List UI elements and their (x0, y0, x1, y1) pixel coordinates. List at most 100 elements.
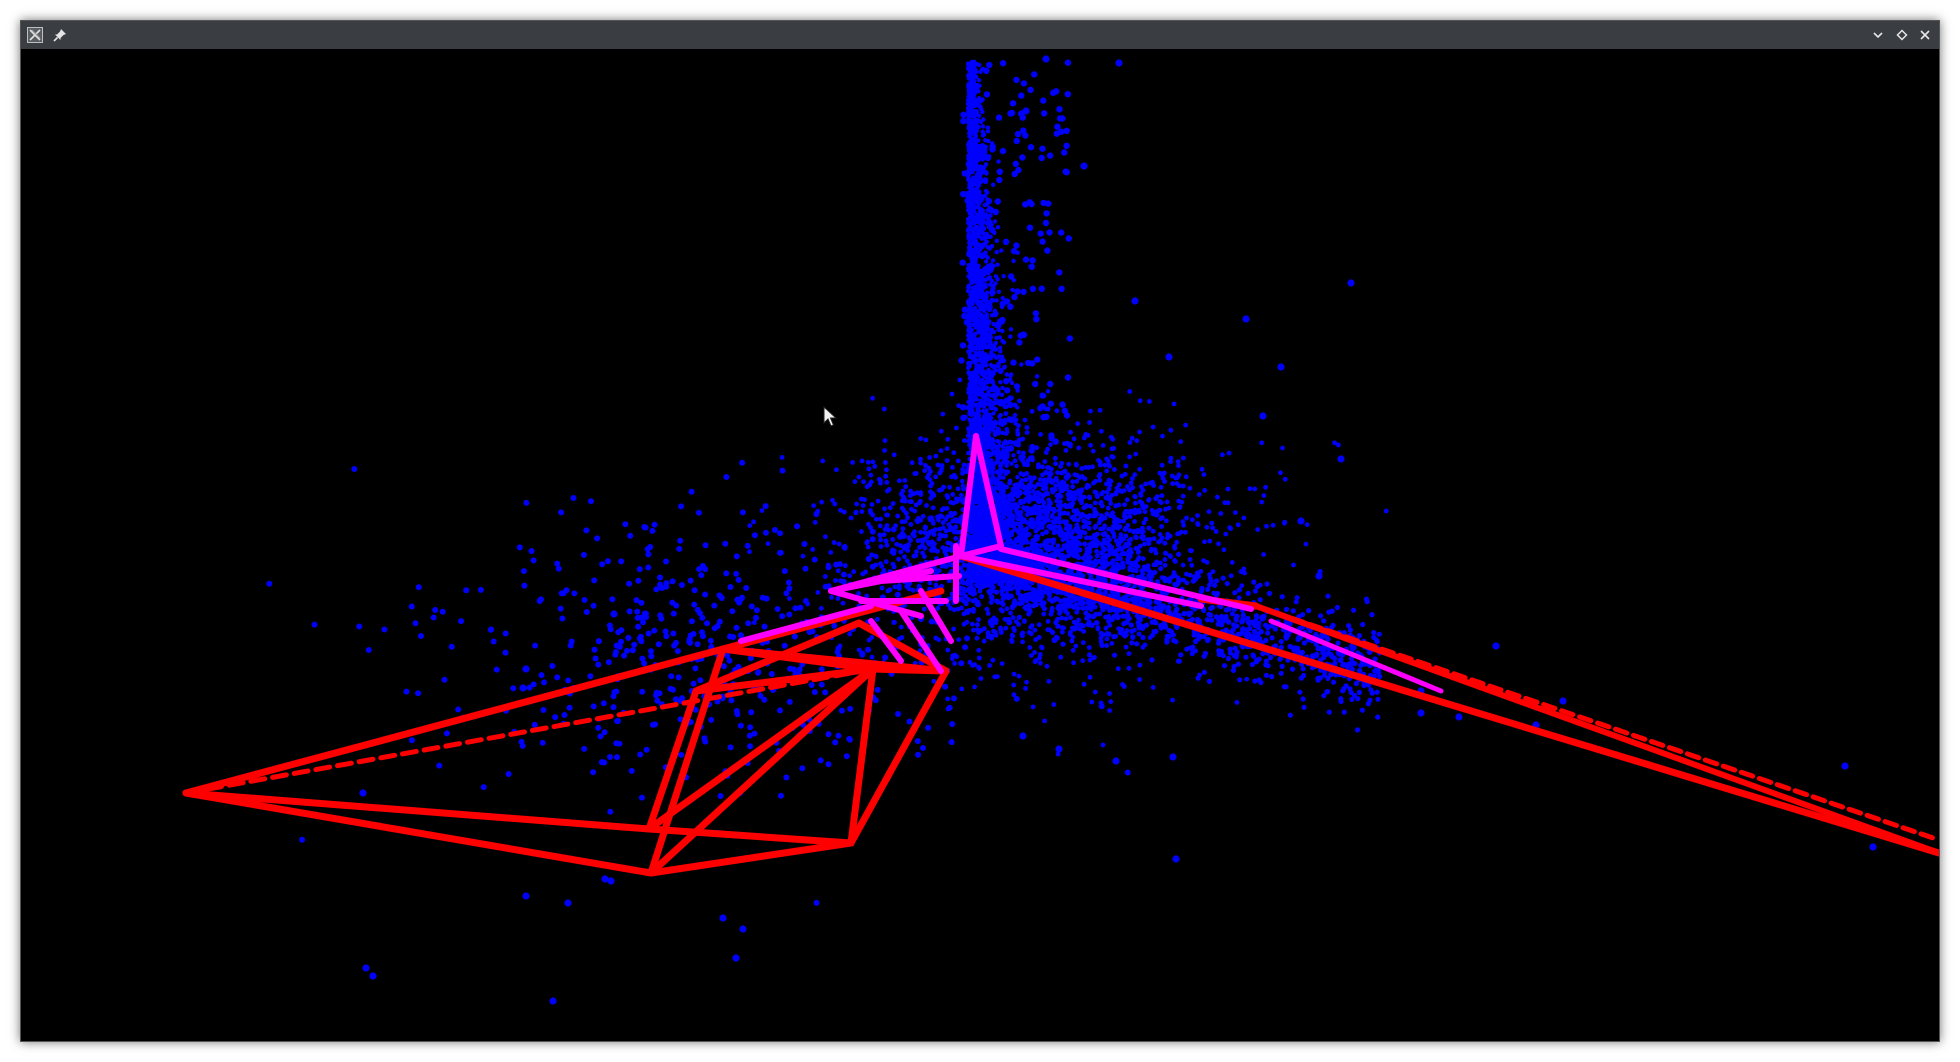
point (976, 172, 981, 177)
point (1042, 718, 1047, 724)
point (985, 430, 990, 435)
point (986, 464, 992, 470)
point (997, 474, 1002, 480)
close-x-icon[interactable] (1916, 26, 1934, 44)
point (993, 312, 998, 318)
maximize-diamond-icon[interactable] (1893, 26, 1911, 44)
point (1065, 511, 1071, 516)
point (1021, 505, 1026, 510)
point (1132, 500, 1138, 506)
point (1187, 557, 1193, 562)
point (1009, 517, 1015, 523)
point (1175, 531, 1180, 537)
point (954, 496, 959, 502)
point (879, 585, 885, 591)
point (1012, 402, 1018, 408)
point (971, 240, 977, 245)
point (1127, 440, 1133, 445)
point (1201, 558, 1206, 563)
point (982, 420, 987, 426)
point (1151, 536, 1157, 542)
pin-icon[interactable] (51, 26, 69, 44)
point (1080, 658, 1086, 664)
point (966, 114, 972, 120)
point (959, 342, 967, 349)
point (1247, 486, 1253, 491)
point (1091, 480, 1096, 486)
point (851, 569, 857, 575)
point (1092, 689, 1098, 695)
point (967, 417, 972, 422)
point (950, 465, 955, 470)
point (1087, 657, 1093, 663)
point (981, 226, 987, 231)
point (1121, 564, 1126, 570)
point (1058, 499, 1063, 504)
point (1076, 445, 1082, 451)
point (980, 109, 985, 115)
point (810, 547, 816, 552)
point (923, 437, 929, 443)
point (1039, 145, 1046, 152)
point (1107, 623, 1113, 628)
point (1016, 339, 1023, 346)
point (936, 637, 942, 643)
point (1046, 229, 1053, 236)
point (1241, 566, 1247, 572)
point (980, 383, 986, 388)
point (1303, 541, 1309, 547)
point (1141, 520, 1147, 526)
point (972, 684, 977, 690)
point (979, 242, 986, 249)
point (1218, 511, 1224, 516)
point (931, 678, 937, 684)
point (1112, 467, 1117, 472)
point (1032, 380, 1039, 388)
point (1119, 473, 1125, 479)
point (1143, 481, 1148, 487)
point (751, 620, 757, 625)
point (1073, 461, 1079, 467)
point (971, 606, 976, 612)
point (1187, 485, 1193, 491)
point (864, 540, 870, 546)
point (966, 67, 971, 72)
point (1000, 444, 1006, 449)
point (974, 539, 979, 544)
point (869, 502, 875, 507)
3d-scene[interactable] (21, 49, 1939, 1041)
point (1070, 634, 1076, 640)
point (953, 474, 958, 480)
point (1045, 406, 1051, 412)
point (968, 434, 974, 439)
point (940, 545, 946, 550)
point (998, 349, 1003, 354)
point (1025, 557, 1030, 563)
point (1057, 519, 1062, 525)
point (997, 581, 1002, 587)
point (971, 204, 977, 209)
point (1030, 704, 1036, 710)
point (1142, 541, 1147, 547)
point (854, 501, 859, 507)
minimize-chevron-icon[interactable] (1869, 26, 1887, 44)
point (979, 369, 986, 376)
point (1029, 631, 1034, 637)
point (1066, 461, 1072, 467)
point (1094, 553, 1100, 559)
point (1124, 628, 1130, 633)
point (1004, 427, 1009, 432)
3d-viewport[interactable] (21, 49, 1939, 1041)
point (1004, 372, 1009, 377)
point (1003, 625, 1009, 631)
title-bar[interactable] (21, 21, 1939, 50)
point-cloud (266, 55, 1877, 1005)
point (1051, 530, 1057, 536)
point (881, 567, 887, 573)
point (945, 696, 950, 702)
point (981, 132, 987, 137)
point (1013, 383, 1021, 390)
point (1059, 401, 1066, 408)
point (917, 545, 922, 550)
point (1027, 645, 1033, 650)
